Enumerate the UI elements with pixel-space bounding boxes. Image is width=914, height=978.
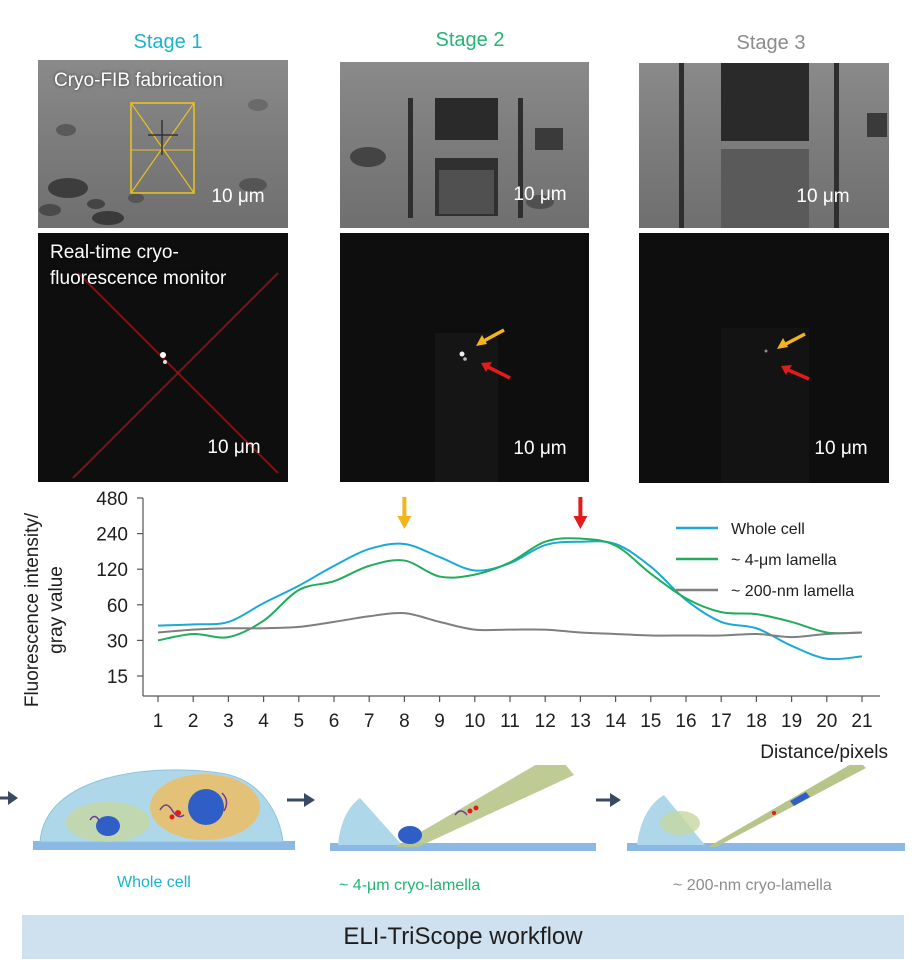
y-ticks: 15 30 60 120 240 480 bbox=[96, 489, 143, 688]
scale-bar-text: 10 μm bbox=[211, 186, 265, 207]
x-tick-label: 2 bbox=[188, 711, 199, 732]
scale-bar-text: 10 μm bbox=[207, 437, 261, 458]
fluorescence-panel-stage-3: 10 μm bbox=[639, 233, 889, 483]
y-tick-label: 240 bbox=[96, 525, 128, 546]
scale-bar-sem-1: 10 μm bbox=[204, 184, 272, 216]
fluorescence-panel-stage-2: 10 μm bbox=[340, 233, 589, 482]
scale-bar-text: 10 μm bbox=[796, 186, 850, 207]
x-tick-label: 17 bbox=[711, 711, 732, 732]
stage-3-title: Stage 3 bbox=[736, 32, 806, 54]
x-tick-label: 18 bbox=[746, 711, 767, 732]
monitor-label-line-2: fluorescence monitor bbox=[50, 268, 227, 289]
fluorescence-signal-stage-2 bbox=[435, 328, 511, 482]
x-tick-label: 5 bbox=[294, 711, 305, 732]
x-tick-label: 12 bbox=[535, 711, 556, 732]
legend-label: Whole cell bbox=[731, 521, 805, 538]
monitor-label-line-1: Real-time cryo- bbox=[50, 242, 179, 263]
sem-texture-stage-3 bbox=[679, 63, 887, 228]
x-tick-label: 14 bbox=[605, 711, 627, 732]
x-tick-label: 15 bbox=[640, 711, 661, 732]
flow-arrow-2-head bbox=[610, 793, 621, 807]
chart-legend: Whole cell ~ 4-μm lamella ~ 200-nm lamella bbox=[676, 521, 854, 600]
series-line-1 bbox=[157, 537, 863, 642]
crosshair-overlay bbox=[72, 272, 279, 479]
y-tick-label: 480 bbox=[96, 489, 128, 510]
y-axis-title-line-2: gray value bbox=[46, 566, 67, 654]
series-layer bbox=[157, 537, 863, 661]
y-tick-label: 60 bbox=[107, 596, 128, 617]
x-tick-label: 3 bbox=[223, 711, 234, 732]
scale-bar-sem-2: 10 μm bbox=[506, 182, 574, 214]
workflow-footer: ELI-TriScope workflow bbox=[22, 915, 904, 959]
x-axis-title: Distance/pixels bbox=[760, 742, 888, 763]
stage-1-title: Stage 1 bbox=[133, 31, 203, 53]
scale-bar-sem-3: 10 μm bbox=[773, 180, 873, 216]
x-tick-label: 7 bbox=[364, 711, 375, 732]
whole-cell-drawing bbox=[33, 769, 295, 850]
x-tick-label: 9 bbox=[434, 711, 445, 732]
x-tick-label: 4 bbox=[258, 711, 269, 732]
scale-bar-fluo-3: 10 μm bbox=[807, 436, 875, 468]
lamella-4um-drawing bbox=[330, 765, 596, 851]
legend-label: ~ 4-μm lamella bbox=[731, 552, 837, 569]
x-tick-label: 11 bbox=[500, 711, 520, 732]
annotation-arrow-head-red bbox=[573, 516, 588, 529]
fluorescence-signal-stage-3 bbox=[721, 328, 810, 483]
caption-4um-lamella: ~ 4-μm cryo-lamella bbox=[339, 877, 481, 894]
x-tick-label: 21 bbox=[851, 711, 872, 732]
workflow-footer-label: ELI-TriScope workflow bbox=[343, 923, 583, 950]
cryo-fib-label: Cryo-FIB fabrication bbox=[54, 70, 223, 91]
x-tick-label: 20 bbox=[816, 711, 837, 732]
x-tick-label: 13 bbox=[570, 711, 591, 732]
fluorescence-panel-stage-1: Real-time cryo- fluorescence monitor 10 … bbox=[38, 233, 288, 482]
sem-texture-stage-1 bbox=[39, 99, 268, 225]
x-tick-label: 8 bbox=[399, 711, 410, 732]
scale-bar-text: 10 μm bbox=[513, 438, 567, 459]
caption-whole-cell: Whole cell bbox=[117, 874, 191, 891]
lamella-200nm-drawing bbox=[627, 765, 905, 851]
legend-label: ~ 200-nm lamella bbox=[731, 583, 854, 600]
y-axis-title-line-1: Fluorescence intensity/ bbox=[22, 512, 43, 707]
x-tick-label: 19 bbox=[781, 711, 802, 732]
x-ticks: 1 2 3 4 5 6 7 8 9 10 11 12 13 14 15 16 17 18 19 20 21 bbox=[153, 696, 873, 732]
scale-bar-text: 10 μm bbox=[814, 438, 868, 459]
sem-texture-stage-2 bbox=[350, 98, 563, 218]
sem-panel-stage-3: 10 μm bbox=[639, 63, 889, 228]
x-tick-label: 16 bbox=[675, 711, 696, 732]
scale-bar-fluo-2: 10 μm bbox=[506, 436, 574, 468]
x-tick-label: 1 bbox=[153, 711, 164, 732]
stage-2-title: Stage 2 bbox=[435, 29, 505, 51]
y-tick-label: 120 bbox=[96, 560, 128, 581]
workflow-schematic bbox=[0, 765, 905, 851]
scale-bar-fluo-1: 10 μm bbox=[194, 433, 274, 467]
sem-panel-stage-1: Cryo-FIB fabrication 10 μm bbox=[38, 60, 288, 228]
y-axis-title: Fluorescence intensity/ gray value bbox=[22, 512, 67, 707]
flow-arrow-start-head bbox=[8, 791, 18, 805]
scale-bar-text: 10 μm bbox=[513, 184, 567, 205]
caption-200nm-lamella: ~ 200-nm cryo-lamella bbox=[673, 877, 832, 894]
monitor-label: Real-time cryo- fluorescence monitor bbox=[50, 240, 226, 292]
x-tick-label: 6 bbox=[329, 711, 340, 732]
annotation-arrows bbox=[397, 497, 588, 529]
intensity-profile-chart: Fluorescence intensity/ gray value 15306… bbox=[22, 489, 888, 763]
y-tick-label: 15 bbox=[107, 667, 128, 688]
annotation-arrow-head-yellow bbox=[397, 516, 412, 529]
x-tick-label: 10 bbox=[464, 711, 485, 732]
flow-arrow-1-head bbox=[304, 793, 315, 807]
sem-panel-stage-2: 10 μm bbox=[340, 62, 589, 228]
series-line-2 bbox=[157, 611, 863, 639]
y-tick-label: 30 bbox=[107, 631, 128, 652]
